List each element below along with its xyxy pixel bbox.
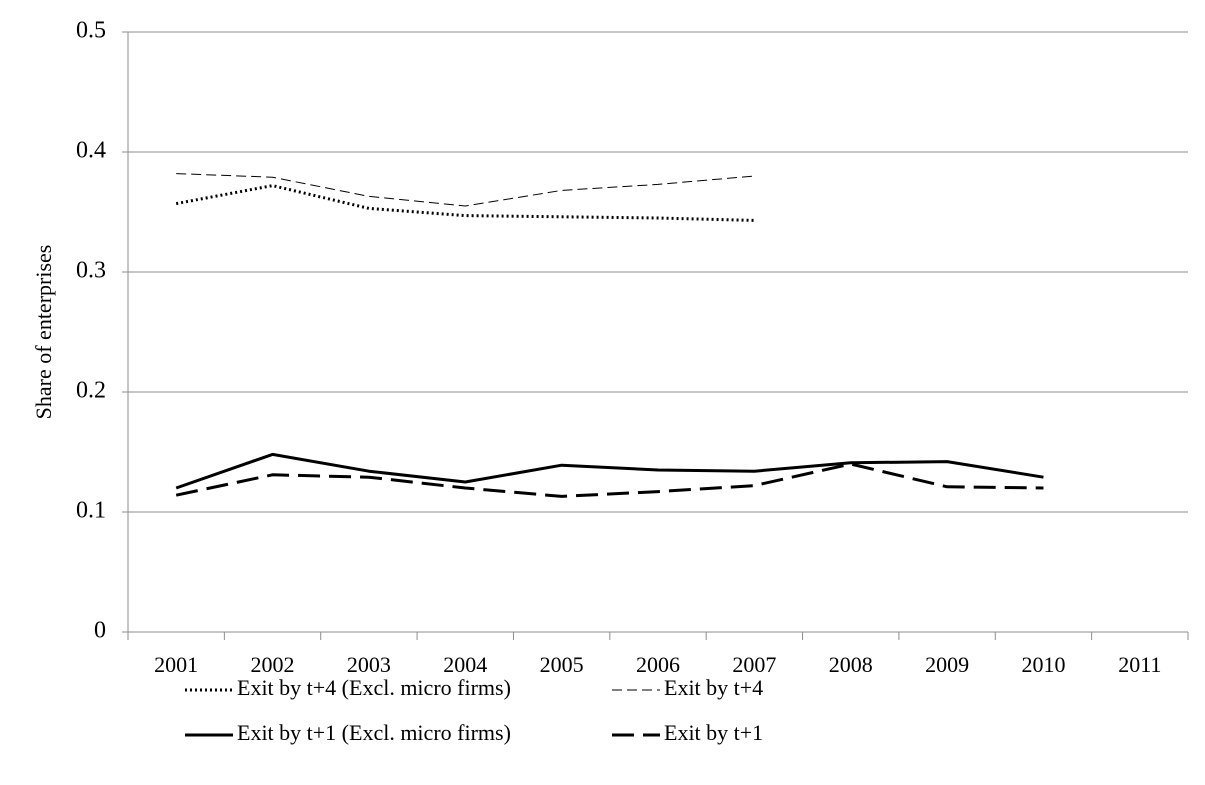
x-tick-label: 2011 [1118,652,1161,677]
y-tick-label: 0.3 [76,258,106,284]
x-tick-label: 2002 [251,652,295,677]
legend-label: Exit by t+1 [664,720,763,745]
y-tick-label: 0.5 [76,18,106,44]
y-axis-label: Share of enterprises [31,245,56,420]
series-line [176,173,755,207]
x-tick-label: 2007 [732,652,776,677]
series-line [175,452,1044,490]
y-tick-label: 0 [94,618,106,644]
x-tick-label: 2005 [540,652,584,677]
x-tick-label: 2010 [1021,652,1065,677]
y-tick-label: 0.4 [76,138,106,164]
y-tick-label: 0.1 [76,498,106,524]
legend-label: Exit by t+4 (Excl. micro firms) [237,675,511,700]
series-line [175,462,1044,498]
x-tick-label: 2008 [829,652,873,677]
x-tick-label: 2001 [154,652,198,677]
x-tick-label: 2009 [925,652,969,677]
legend-label: Exit by t+1 (Excl. micro firms) [237,720,511,745]
y-tick-label: 0.2 [76,378,106,404]
x-tick-label: 2003 [347,652,391,677]
legend-label: Exit by t+4 [664,675,763,700]
x-tick-label: 2006 [636,652,680,677]
x-tick-label: 2004 [443,652,487,677]
series-line [175,184,755,222]
